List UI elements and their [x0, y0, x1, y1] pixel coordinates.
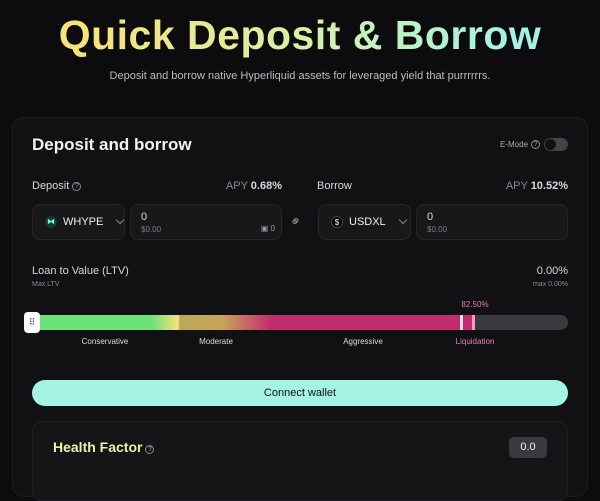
help-icon: ?: [531, 140, 541, 149]
ltv-label: Loan to Value (LTV): [32, 265, 129, 277]
token-name: USDXL: [349, 216, 386, 228]
emode-label: E-Mode?: [500, 140, 541, 149]
page-title: Quick Deposit & Borrow: [0, 12, 600, 59]
deposit-amount-input[interactable]: 0 $0.00 ▣ 0: [130, 204, 282, 240]
wallet-balance: ▣ 0: [261, 224, 275, 233]
health-factor-card: [32, 421, 568, 501]
apy-value: 10.52%: [530, 180, 568, 192]
apy-label: APY: [505, 180, 528, 192]
ltv-risk-gradient: [32, 315, 474, 330]
whype-icon: ⧓: [45, 216, 57, 228]
emode-text: E-Mode: [500, 140, 529, 149]
deposit-apy: APY 0.68%: [226, 180, 282, 192]
ltv-slider-track[interactable]: [32, 315, 568, 330]
liquidation-threshold: 82.50%: [461, 300, 489, 309]
balance-value: 0: [270, 224, 275, 233]
health-factor-text: Health Factor: [53, 439, 143, 455]
ltv-value: 0.00%: [536, 265, 568, 277]
apy-label: APY: [225, 180, 248, 192]
connect-wallet-button[interactable]: Connect wallet: [32, 380, 568, 406]
token-name: WHYPE: [63, 216, 104, 228]
page-subtitle: Deposit and borrow native Hyperliquid as…: [109, 70, 491, 82]
deposit-text: Deposit: [32, 180, 70, 192]
zone-conservative: Conservative: [81, 337, 129, 346]
chevron-down-icon: [398, 215, 407, 225]
current-max-marker: [460, 315, 463, 330]
health-factor-label: Health Factor?: [53, 439, 155, 455]
apy-value: 0.68%: [250, 180, 282, 192]
borrow-amount-input[interactable]: 0 $0.00: [416, 204, 568, 240]
zone-moderate: Moderate: [199, 337, 233, 346]
ltv-slider-handle[interactable]: ⠿: [24, 312, 40, 333]
help-icon: ?: [72, 182, 82, 191]
borrow-token-select[interactable]: $ USDXL: [318, 204, 411, 240]
borrow-label: Borrow: [317, 180, 352, 192]
usd-value: $0.00: [141, 225, 162, 234]
chevron-down-icon: [116, 215, 125, 225]
max-ltv-value: max 0.00%: [532, 281, 568, 288]
liquidation-marker: [472, 315, 475, 330]
deposit-token-select[interactable]: ⧓ WHYPE: [32, 204, 125, 240]
help-icon: ?: [145, 445, 155, 454]
card-title: Deposit and borrow: [32, 135, 192, 154]
emode-toggle[interactable]: [544, 138, 568, 151]
max-ltv-label: Max LTV: [32, 281, 60, 288]
deposit-label: Deposit?: [32, 180, 82, 192]
wallet-icon: ▣: [260, 224, 269, 233]
zone-liquidation: Liquidation: [455, 337, 495, 346]
zone-aggressive: Aggressive: [343, 337, 383, 346]
health-factor-value: 0.0: [509, 437, 547, 458]
usdxl-icon: $: [331, 216, 343, 228]
usd-value: $0.00: [427, 225, 448, 234]
borrow-apy: APY 10.52%: [506, 180, 568, 192]
amount-value: 0: [141, 211, 148, 223]
toggle-knob: [545, 139, 556, 150]
amount-value: 0: [427, 211, 434, 223]
